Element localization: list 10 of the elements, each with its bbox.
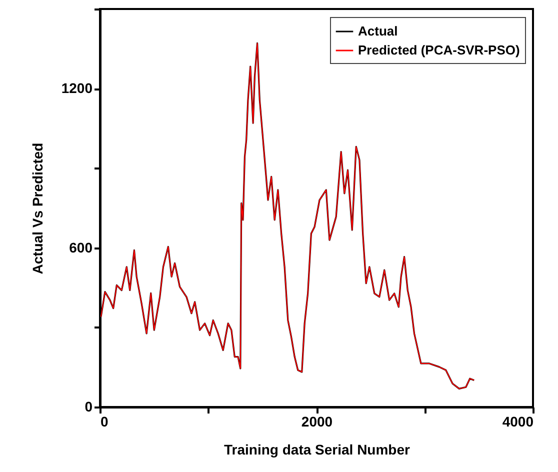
x-tick-label: 2000 — [301, 414, 333, 430]
legend-label: Actual — [358, 24, 398, 38]
y-axis-title: Actual Vs Predicted — [29, 142, 46, 274]
y-tick-label: 1200 — [61, 80, 93, 96]
x-tick-label: 4000 — [502, 414, 534, 430]
x-tick-label: 0 — [100, 414, 108, 430]
y-tick-label: 600 — [69, 239, 93, 256]
y-tick-label: 0 — [84, 398, 93, 414]
x-axis-title: Training data Serial Number — [224, 442, 411, 458]
legend-label: Predicted (PCA-SVR-PSO) — [358, 42, 520, 58]
